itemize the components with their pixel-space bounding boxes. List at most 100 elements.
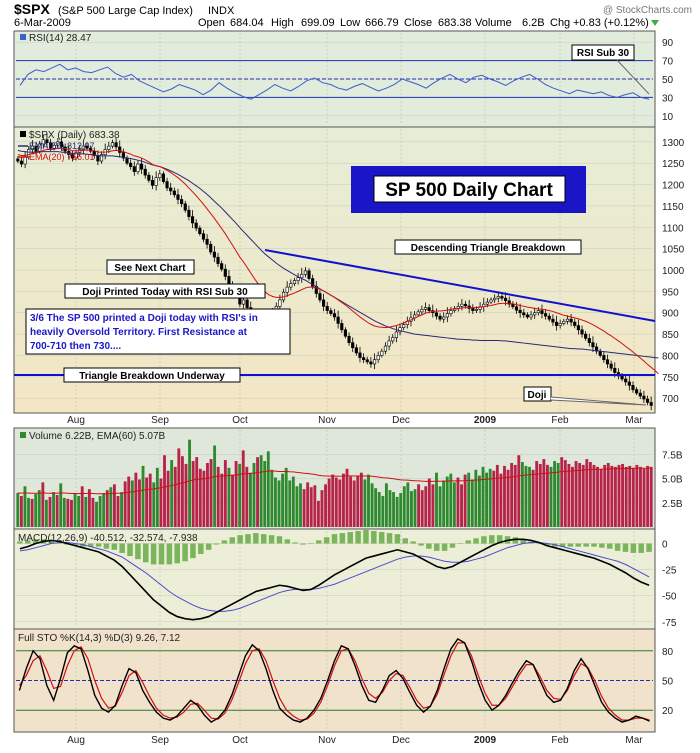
price-candle [132, 166, 136, 173]
comment-line-1: 3/6 The SP 500 printed a Doji today with… [30, 313, 258, 324]
price-candle [449, 310, 453, 314]
volume-bar [206, 462, 209, 527]
price-candle [525, 314, 529, 318]
price-candle [562, 320, 566, 324]
volume-bar [410, 491, 413, 527]
price-candle [493, 297, 497, 301]
rsi-tick-label: 70 [662, 57, 674, 68]
price-candle [190, 216, 195, 224]
price-candle [605, 359, 610, 365]
price-candle [540, 310, 544, 314]
macd-histogram-bar [426, 543, 432, 549]
descending-trendline [264, 249, 656, 322]
rsi-tick-label: 50 [662, 75, 674, 86]
volume-bar [37, 490, 41, 527]
volume-bar [588, 462, 592, 527]
price-candle [194, 222, 198, 229]
price-candle [318, 293, 322, 301]
macd-histogram-bar [237, 535, 243, 544]
macd-histogram-bar [229, 537, 236, 544]
macd-histogram-bar [25, 540, 31, 544]
volume-bar [395, 496, 399, 527]
chart-title: SP 500 Daily Chart [385, 180, 553, 201]
macd-histogram-bar [143, 543, 149, 563]
volume-bar [302, 489, 306, 527]
volume-bar [191, 461, 195, 527]
price-candle [402, 324, 406, 328]
volume-bar [556, 462, 560, 527]
volume-ema-line [17, 467, 652, 495]
price-candle [278, 299, 282, 307]
volume-bar [646, 465, 650, 527]
macd-histogram-bar [48, 540, 55, 544]
volume-bar [460, 484, 463, 527]
rsi-legend-label: RSI(14) 28.47 [29, 33, 92, 44]
price-candle [140, 163, 144, 170]
volume-bar [517, 455, 521, 527]
price-candle [205, 238, 209, 245]
price-candle [463, 303, 468, 307]
price-candle [369, 361, 373, 365]
macd-histogram-bar [355, 531, 361, 544]
triangle-underway-label: Triangle Breakdown Underway [79, 371, 225, 382]
macd-tick-label: -25 [662, 566, 677, 577]
price-candle [154, 177, 158, 186]
volume-bar [478, 475, 481, 527]
volume-bar [342, 473, 345, 527]
title-box-inner [373, 175, 566, 203]
volume-bar [406, 482, 410, 527]
macd-panel [13, 528, 656, 630]
volume-bar [574, 461, 578, 527]
price-candle [427, 307, 431, 311]
price-candle [107, 145, 111, 150]
macd-histogram-bar [72, 543, 78, 546]
price-candle [34, 145, 38, 152]
ema20-legend-label: EMA(20) 756.01 [29, 152, 95, 162]
price-candle [165, 181, 169, 189]
volume-bar [309, 487, 313, 527]
price-candle [121, 152, 125, 159]
sto-tick-label: 50 [662, 677, 674, 688]
volume-bar [109, 487, 113, 527]
volume-bar [102, 493, 106, 527]
volume-bar [202, 470, 206, 527]
volume-bar [170, 460, 174, 527]
month-label: Aug [67, 735, 85, 746]
price-candle [216, 256, 220, 264]
month-label: Oct [232, 415, 248, 426]
volume-bar [105, 490, 109, 527]
volume-bar [481, 466, 485, 527]
price-tick-label: 1000 [662, 266, 685, 277]
price-candle [110, 142, 115, 147]
volume-bar [560, 457, 564, 527]
volume-bar [331, 474, 335, 527]
volume-bar [116, 495, 120, 527]
price-candle [547, 315, 551, 320]
macd-histogram-bar [449, 543, 456, 548]
price-candle [59, 141, 64, 148]
volume-bar [613, 466, 617, 527]
price-candle [70, 154, 74, 159]
volume-bar [163, 455, 166, 527]
price-candle [161, 173, 165, 182]
month-label: Mar [625, 735, 643, 746]
price-candle [96, 155, 100, 162]
volume-bar [535, 461, 539, 527]
up-arrow-icon [651, 20, 659, 26]
close-value: 683.38 [438, 17, 472, 29]
volume-bar [145, 477, 149, 527]
price-candle [150, 179, 155, 186]
volume-bar [571, 466, 574, 527]
price-tick-label: 1300 [662, 138, 685, 149]
price-tick-label: 700 [662, 394, 679, 405]
descending-triangle-label-box [394, 239, 582, 255]
macd-histogram-bar [182, 543, 188, 562]
volume-bar [84, 496, 88, 527]
macd-tick-label: -75 [662, 618, 677, 629]
price-candle [591, 342, 595, 348]
volume-bar [59, 483, 63, 527]
month-label: Mar [625, 415, 643, 426]
price-tick-label: 750 [662, 373, 679, 384]
volume-bar [238, 463, 242, 527]
